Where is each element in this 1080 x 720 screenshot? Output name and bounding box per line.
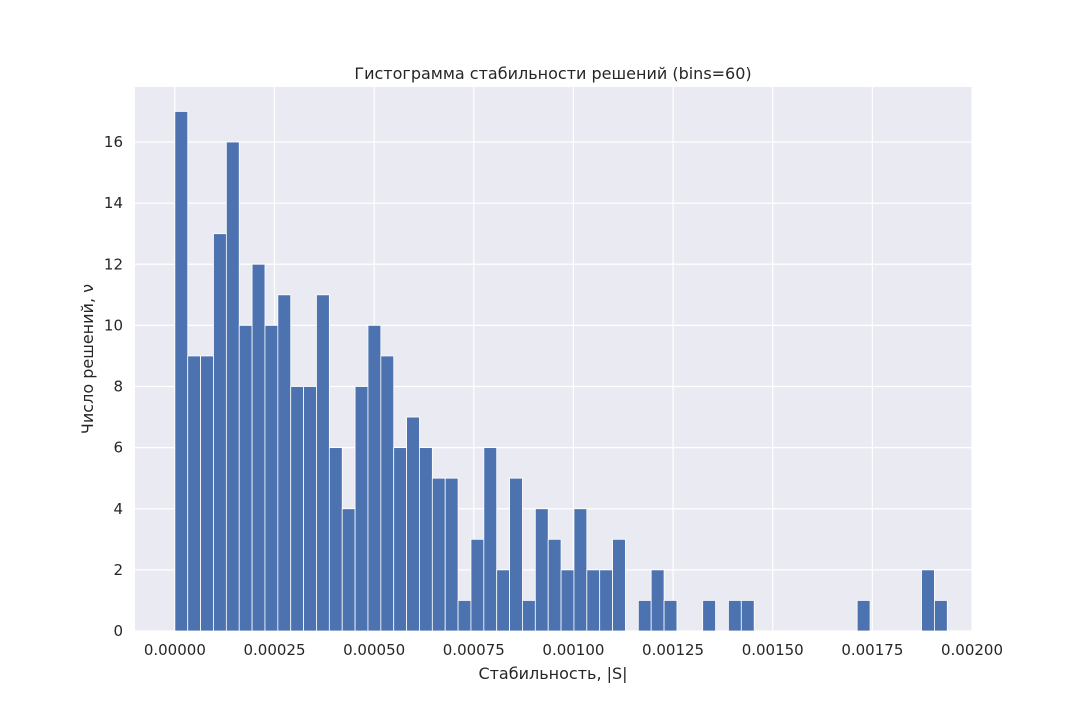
y-tick-label: 4 bbox=[113, 500, 123, 518]
histogram-bar bbox=[560, 569, 575, 632]
histogram-bar bbox=[290, 386, 304, 632]
y-tick-labels: 0 2 4 6 8 10 12 14 16 bbox=[104, 133, 123, 640]
x-tick-label: 0.00125 bbox=[642, 641, 704, 659]
histogram-bar bbox=[483, 447, 498, 632]
y-tick-label: 10 bbox=[104, 316, 123, 334]
histogram-bar bbox=[496, 569, 510, 632]
histogram-bar bbox=[238, 324, 253, 632]
y-tick-label: 0 bbox=[113, 622, 123, 640]
histogram-bar bbox=[367, 324, 382, 632]
histogram-bar bbox=[380, 355, 395, 632]
y-tick-label: 16 bbox=[104, 133, 123, 151]
y-tick-label: 6 bbox=[113, 439, 123, 457]
histogram-bar bbox=[470, 538, 485, 632]
histogram-bar bbox=[277, 294, 292, 632]
histogram-bar bbox=[316, 294, 330, 632]
histogram-bar bbox=[509, 477, 523, 632]
histogram-bar bbox=[573, 508, 588, 632]
histogram-bar bbox=[328, 447, 343, 632]
histogram-bar bbox=[444, 477, 459, 632]
y-tick-label: 14 bbox=[104, 194, 123, 212]
y-tick-label: 12 bbox=[104, 255, 123, 273]
histogram-bar bbox=[921, 569, 935, 632]
histogram-bar bbox=[225, 141, 240, 632]
histogram-bar bbox=[663, 600, 678, 632]
histogram-bar bbox=[264, 324, 279, 632]
x-axis-label: Стабильность, |S| bbox=[478, 664, 627, 683]
x-tick-label: 0.00075 bbox=[443, 641, 505, 659]
x-tick-labels: 0.00000 0.00025 0.00050 0.00075 0.00100 0.001… bbox=[144, 641, 1003, 659]
histogram-bar bbox=[934, 600, 948, 632]
x-tick-label: 0.00100 bbox=[542, 641, 604, 659]
x-tick-label: 0.00000 bbox=[144, 641, 206, 659]
histogram-bar bbox=[406, 416, 420, 632]
histogram-bar bbox=[728, 600, 742, 632]
histogram-bar bbox=[251, 263, 266, 632]
histogram-bar bbox=[702, 600, 716, 632]
histogram-bar bbox=[187, 355, 202, 632]
histogram-bar bbox=[856, 600, 871, 632]
chart-title: Гистограмма стабильности решений (bins=6… bbox=[354, 64, 751, 83]
x-tick-label: 0.00200 bbox=[941, 641, 1003, 659]
y-tick-label: 2 bbox=[113, 561, 123, 579]
y-axis-label: Число решений, ν bbox=[78, 284, 97, 434]
histogram-bar bbox=[303, 386, 317, 632]
histogram-bar bbox=[599, 569, 613, 632]
histogram-bar bbox=[341, 508, 356, 632]
histogram-bar bbox=[534, 508, 549, 632]
x-tick-label: 0.00025 bbox=[243, 641, 305, 659]
histogram-bar bbox=[419, 447, 433, 632]
x-tick-label: 0.00175 bbox=[841, 641, 903, 659]
histogram-bars bbox=[174, 111, 948, 632]
histogram-bar bbox=[174, 111, 189, 632]
histogram-bar bbox=[354, 386, 369, 632]
histogram-bar bbox=[740, 600, 755, 632]
histogram-bar bbox=[457, 600, 472, 632]
x-tick-label: 0.00150 bbox=[742, 641, 804, 659]
histogram-bar bbox=[547, 538, 562, 632]
histogram-bar bbox=[431, 477, 446, 632]
histogram-bar bbox=[393, 447, 407, 632]
histogram-bar bbox=[637, 600, 652, 632]
histogram-bar bbox=[213, 233, 227, 632]
histogram-bar bbox=[586, 569, 601, 632]
histogram-bar bbox=[612, 538, 626, 632]
x-tick-label: 0.00050 bbox=[343, 641, 405, 659]
histogram-bar bbox=[200, 355, 214, 632]
y-tick-label: 8 bbox=[113, 378, 123, 396]
histogram-bar bbox=[522, 600, 536, 632]
histogram-bar bbox=[650, 569, 665, 632]
